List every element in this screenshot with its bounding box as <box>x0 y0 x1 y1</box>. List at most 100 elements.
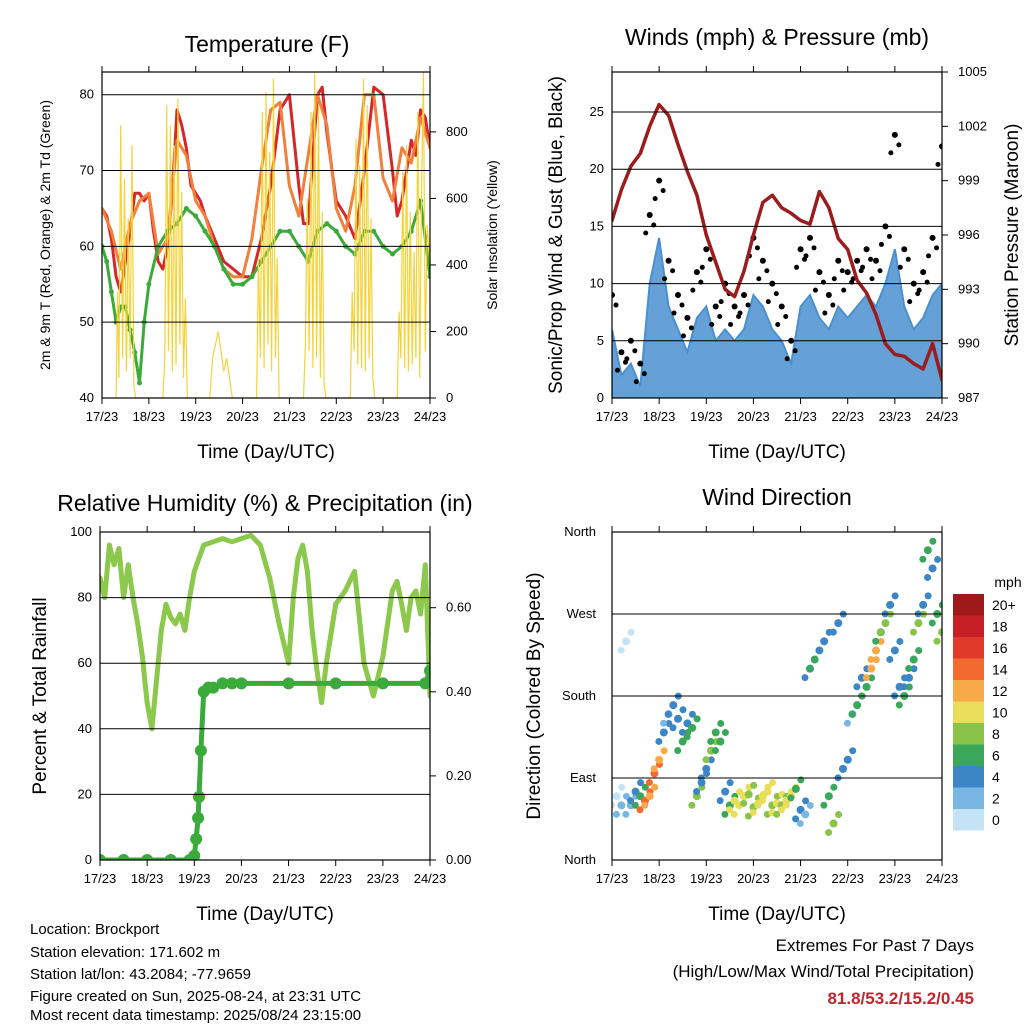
gust-point <box>803 253 809 259</box>
gust-point <box>662 276 668 282</box>
legend-label: 0 <box>992 812 1000 828</box>
direction-point <box>867 655 875 663</box>
direction-point <box>853 701 862 710</box>
direction-point <box>777 806 785 814</box>
direction-point <box>707 737 715 745</box>
direction-point <box>905 665 913 673</box>
direction-point <box>773 810 781 818</box>
y2-axis-label: Station Pressure (Maroon) <box>1002 124 1023 347</box>
direction-point <box>934 555 942 563</box>
y-tick-label: 80 <box>78 590 92 605</box>
direction-point <box>919 555 927 563</box>
legend-label: 2 <box>992 791 1000 807</box>
gust-point <box>764 268 770 274</box>
gust-point <box>854 257 861 264</box>
y2-tick-label: 987 <box>958 390 980 405</box>
dewpoint-point <box>230 281 236 287</box>
direction-point <box>693 788 701 796</box>
x-tick-label: 23/23 <box>367 871 400 886</box>
gust-point <box>873 257 879 264</box>
extremes-values: 81.8/53.2/15.2/0.45 <box>827 989 974 1008</box>
plot-frame <box>99 531 431 861</box>
direction-point <box>645 792 654 801</box>
direction-point <box>944 620 951 627</box>
gust-point <box>944 154 949 159</box>
direction-point <box>886 655 894 663</box>
gust-point <box>812 287 818 293</box>
gust-point <box>652 196 658 202</box>
dewpoint-point <box>333 228 339 234</box>
direction-point <box>806 801 814 809</box>
gust-point <box>792 348 798 354</box>
x-tick-label: 17/23 <box>84 871 117 886</box>
y2-tick-label: 400 <box>446 257 468 272</box>
dewpoint-point <box>146 281 152 287</box>
direction-point <box>801 674 809 682</box>
direction-point <box>688 710 696 718</box>
y-tick-label: 20 <box>78 786 92 801</box>
y-tick-label: 80 <box>80 87 94 102</box>
gust-point <box>816 269 823 276</box>
y-tick-label: 40 <box>78 721 92 736</box>
gust-point <box>868 256 874 262</box>
x-tick-label: 21/23 <box>784 871 817 886</box>
legend-label: 20+ <box>992 597 1016 613</box>
station-latlon: Station lat/lon: 43.2084; -77.9659 <box>30 966 252 983</box>
y2-tick-label: 200 <box>446 323 468 338</box>
gust-point <box>939 143 942 150</box>
precip-point <box>194 744 207 757</box>
direction-point <box>876 628 884 636</box>
direction-point <box>791 784 800 793</box>
direction-point <box>674 747 682 755</box>
x-tick-label: 19/23 <box>179 409 212 424</box>
direction-point <box>933 637 941 645</box>
gust-point <box>675 292 681 299</box>
gust-point <box>811 245 817 251</box>
gust-point <box>665 257 672 264</box>
direction-point <box>849 747 857 755</box>
direction-point <box>872 637 880 645</box>
y-axis-label: 2m & 9m T (Red, Orange) & 2m Td (Green) <box>37 100 53 370</box>
y-tick-label: South <box>562 688 596 703</box>
x-tick-label: 17/23 <box>596 871 629 886</box>
gust-point <box>765 299 771 305</box>
legend-label: 4 <box>992 769 1000 785</box>
y-tick-label: 70 <box>80 163 94 178</box>
y-tick-label: 100 <box>70 524 92 539</box>
pressure-series <box>612 102 942 382</box>
direction-point <box>802 797 810 805</box>
direction-point <box>669 724 677 732</box>
precip-point <box>329 677 342 690</box>
direction-point <box>862 674 870 682</box>
precip-point <box>117 854 130 860</box>
direction-point <box>726 806 734 814</box>
direction-point <box>612 792 621 801</box>
dewpoint-point <box>286 228 292 234</box>
y-tick-label: 0 <box>597 390 604 405</box>
x-tick-label: 23/23 <box>879 409 912 424</box>
direction-point <box>938 628 942 637</box>
direction-point <box>839 765 847 773</box>
dewpoint-point <box>324 221 330 227</box>
gust-point <box>841 287 847 293</box>
direction-point <box>716 737 725 746</box>
gust-point <box>901 246 908 253</box>
plot-frame <box>101 71 431 399</box>
direction-point <box>919 600 928 609</box>
direction-point <box>683 733 691 741</box>
y-tick-label: 60 <box>80 238 94 253</box>
x-tick-label: 19/23 <box>690 409 723 424</box>
direction-point <box>744 812 752 820</box>
direction-point <box>796 819 804 827</box>
gust-point <box>612 292 615 299</box>
dewpoint-point <box>240 281 246 287</box>
gust-point <box>878 241 884 247</box>
dewpoint-point <box>104 259 110 265</box>
direction-point <box>716 797 724 805</box>
legend-swatch <box>953 723 984 745</box>
gust-point <box>825 292 832 299</box>
y2-tick-label: 0 <box>446 390 453 405</box>
precip-point <box>216 677 229 690</box>
direction-point <box>891 592 899 600</box>
gust-point <box>775 321 781 327</box>
